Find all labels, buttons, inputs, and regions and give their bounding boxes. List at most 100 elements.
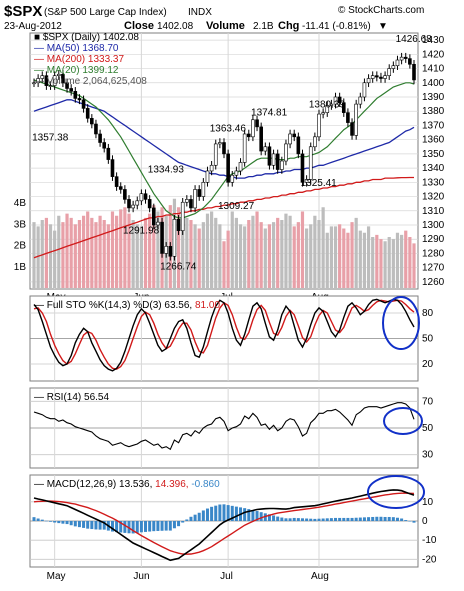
macd-histogram-bar — [362, 517, 366, 521]
volume-bar — [259, 222, 263, 288]
volume-bar — [288, 215, 292, 288]
price-bar-body — [69, 88, 73, 92]
price-legend-entry: ■ $SPX (Daily) 1402.08 — [34, 32, 139, 43]
price-bar-body — [350, 122, 354, 136]
price-bar-body — [313, 136, 317, 148]
macd-histogram-bar — [259, 512, 263, 521]
macd-tick-label: -10 — [422, 535, 437, 546]
macd-histogram-bar — [53, 521, 57, 523]
volume-bar — [115, 215, 119, 288]
macd-histogram-bar — [371, 516, 375, 521]
volume-bar — [197, 228, 201, 288]
price-bar-body — [222, 142, 226, 155]
price-bar-body — [81, 99, 86, 109]
price-bar-body — [56, 73, 61, 76]
sto-d-legend-value: 81.00 — [195, 300, 220, 311]
volume-bar — [176, 207, 181, 288]
volume-bar — [135, 224, 139, 288]
macd-histogram-bar — [309, 518, 313, 521]
macd-histogram-bar — [177, 521, 181, 527]
exchange-label: INDX — [188, 7, 212, 18]
macd-histogram-bar — [367, 517, 371, 521]
macd-histogram-bar — [395, 517, 399, 521]
price-bar-body — [304, 179, 309, 183]
price-tick-label: 1330 — [422, 177, 445, 188]
price-tick-label: 1430 — [422, 35, 445, 46]
macd-histogram-bar — [226, 505, 230, 521]
price-bar-body — [193, 189, 197, 209]
price-bar-body — [375, 75, 379, 78]
price-bar-body — [164, 246, 168, 254]
price-bar-body — [172, 219, 177, 257]
macd-histogram-bar — [354, 517, 358, 521]
volume-tick-label: 3B — [14, 219, 27, 230]
macd-histogram-bar — [102, 521, 106, 530]
volume-bar — [201, 222, 205, 288]
macd-histogram-bar — [288, 518, 292, 521]
sto-tick-label: 50 — [422, 334, 434, 345]
price-bar-body — [362, 82, 367, 98]
volume-bar — [119, 209, 123, 288]
macd-histogram-bar — [49, 521, 53, 522]
price-bar-body — [48, 85, 53, 87]
macd-histogram-bar — [197, 512, 201, 521]
price-bar-body — [151, 207, 156, 226]
price-bar-body — [213, 143, 218, 166]
price-bar-body — [176, 219, 181, 231]
macd-histogram-bar — [247, 509, 251, 521]
price-bar-body — [218, 142, 222, 145]
macd-histogram-bar — [193, 514, 197, 521]
close-label: Close — [124, 20, 154, 32]
volume-bar — [156, 211, 160, 288]
price-tick-label: 1310 — [422, 206, 445, 217]
price-bar-body — [197, 189, 202, 197]
macd-histogram-legend-value: -0.860 — [191, 479, 220, 490]
price-bar-body — [391, 65, 396, 69]
macd-histogram-bar — [391, 517, 395, 521]
macd-histogram-bar — [185, 519, 189, 521]
macd-histogram-bar — [263, 513, 267, 521]
bottom-month-label: Jun — [133, 571, 149, 582]
volume-bar — [412, 243, 416, 288]
macd-histogram-bar — [243, 508, 247, 521]
volume-bar — [230, 211, 234, 288]
price-bar-body — [263, 146, 268, 152]
macd-histogram-bar — [404, 520, 408, 521]
volume-bar — [342, 228, 346, 288]
volume-bar — [375, 234, 379, 288]
macd-histogram-bar — [32, 517, 36, 521]
volume-bar — [94, 222, 98, 288]
sto-tick-label: 20 — [422, 359, 434, 370]
volume-bar — [354, 217, 358, 288]
price-bar-body — [325, 105, 330, 113]
volume-bar — [139, 226, 143, 288]
volume-bar — [313, 215, 317, 288]
price-bar-body — [370, 75, 375, 79]
volume-bar — [218, 224, 222, 288]
price-bar-body — [205, 170, 210, 183]
price-bar-body — [189, 199, 193, 209]
rsi-legend: — RSI(14) 56.54 — [34, 392, 109, 403]
volume-bar — [73, 224, 77, 288]
volume-bar — [358, 230, 362, 288]
macd-histogram-bar — [292, 517, 296, 521]
macd-histogram-bar — [40, 519, 44, 521]
chg-arrow-icon: ▼ — [378, 21, 388, 32]
volume-bar — [243, 226, 247, 288]
macd-histogram-bar — [152, 521, 156, 532]
macd-histogram-bar — [218, 504, 222, 521]
macd-histogram-bar — [379, 516, 383, 521]
price-bar-body — [387, 68, 392, 76]
rsi-tick-label: 70 — [422, 396, 434, 407]
volume-bar — [69, 217, 73, 288]
price-bar-body — [73, 91, 78, 99]
volume-tick-label: 1B — [14, 262, 27, 273]
volume-bar — [181, 213, 185, 288]
price-bar-body — [346, 112, 350, 123]
macd-histogram-bar — [400, 518, 404, 521]
volume-bar — [90, 217, 94, 288]
macd-histogram-bar — [94, 521, 98, 530]
macd-histogram-bar — [350, 517, 354, 521]
volume-bar — [77, 220, 82, 288]
macd-histogram-bar — [313, 518, 317, 521]
